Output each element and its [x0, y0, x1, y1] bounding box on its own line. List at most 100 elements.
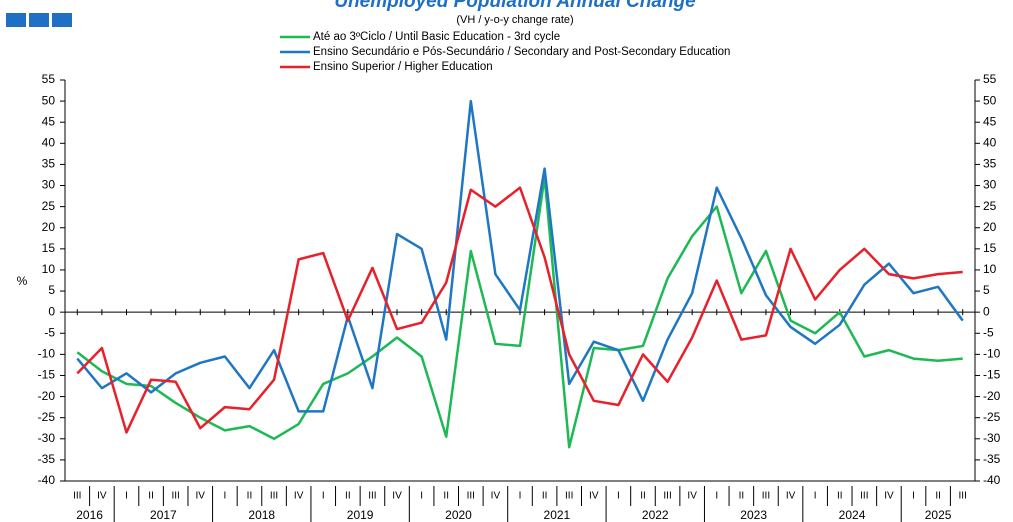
y-tick-label: 10: [42, 262, 56, 276]
x-tick-label: II: [443, 491, 449, 502]
x-group-label: 2016: [76, 508, 103, 522]
y2-tick-label: -40: [983, 473, 1001, 487]
y-tick-label: -35: [38, 452, 56, 466]
x-tick-label: I: [223, 491, 226, 502]
x-tick-label: IV: [687, 491, 697, 502]
x-tick-label: IV: [786, 491, 796, 502]
y-axis-label: %: [17, 274, 28, 288]
y2-tick-label: 10: [983, 262, 997, 276]
x-tick-label: III: [73, 491, 81, 502]
y-tick-label: -15: [38, 368, 56, 382]
x-tick-label: II: [739, 491, 745, 502]
y-tick-label: 45: [42, 114, 56, 128]
x-group-label: 2024: [839, 508, 866, 522]
series-line: [76, 175, 963, 449]
x-group-label: 2022: [642, 508, 669, 522]
y2-tick-label: 25: [983, 199, 997, 213]
y2-tick-label: 20: [983, 220, 997, 234]
y2-tick-label: 0: [983, 304, 990, 318]
x-tick-label: III: [172, 491, 180, 502]
y2-tick-label: -15: [983, 368, 1001, 382]
x-group-label: 2025: [925, 508, 952, 522]
legend-label: Ensino Superior / Higher Education: [313, 61, 493, 73]
logo-block: [6, 13, 26, 27]
x-tick-label: I: [715, 491, 718, 502]
y-tick-label: -10: [38, 347, 56, 361]
y2-tick-label: -25: [983, 410, 1001, 424]
x-tick-label: IV: [589, 491, 599, 502]
y2-tick-label: -20: [983, 389, 1001, 403]
x-tick-label: II: [837, 491, 843, 502]
x-tick-label: III: [565, 491, 573, 502]
y-tick-label: 25: [42, 199, 56, 213]
x-tick-label: I: [519, 491, 522, 502]
y-tick-label: 50: [42, 93, 56, 107]
series-line: [76, 99, 964, 413]
logo-block: [29, 13, 49, 27]
x-tick-label: III: [270, 491, 278, 502]
x-tick-label: II: [640, 491, 646, 502]
x-tick-label: III: [368, 491, 376, 502]
y2-tick-label: 40: [983, 135, 997, 149]
x-tick-label: IV: [884, 491, 894, 502]
x-group-label: 2019: [347, 508, 374, 522]
x-group-label: 2017: [150, 508, 177, 522]
y2-tick-label: 5: [983, 283, 990, 297]
logo-block: [52, 13, 72, 27]
y2-tick-label: 45: [983, 114, 997, 128]
y-tick-label: -25: [38, 410, 56, 424]
x-tick-label: III: [762, 491, 770, 502]
y2-tick-label: -35: [983, 452, 1001, 466]
x-tick-label: II: [542, 491, 548, 502]
x-tick-label: III: [959, 491, 967, 502]
y-tick-label: -40: [38, 473, 56, 487]
y-tick-label: -20: [38, 389, 56, 403]
x-tick-label: I: [420, 491, 423, 502]
x-tick-label: I: [125, 491, 128, 502]
y2-tick-label: 50: [983, 93, 997, 107]
y2-tick-label: -10: [983, 347, 1001, 361]
y2-tick-label: -5: [983, 325, 994, 339]
series-line: [76, 186, 963, 434]
x-tick-label: I: [814, 491, 817, 502]
y2-tick-label: 55: [983, 72, 997, 86]
x-tick-label: III: [860, 491, 868, 502]
y-tick-label: 0: [48, 304, 55, 318]
x-tick-label: IV: [294, 491, 304, 502]
x-tick-label: I: [322, 491, 325, 502]
y-tick-label: 5: [48, 283, 55, 297]
x-group-label: 2020: [445, 508, 472, 522]
chart-title: Unemployed Population Annual Change: [334, 0, 696, 12]
y2-tick-label: 35: [983, 157, 997, 171]
x-tick-label: I: [617, 491, 620, 502]
y-tick-label: 35: [42, 157, 56, 171]
x-tick-label: II: [935, 491, 941, 502]
x-tick-label: IV: [196, 491, 206, 502]
y2-tick-label: 30: [983, 178, 997, 192]
y2-tick-label: 15: [983, 241, 997, 255]
x-tick-label: III: [467, 491, 475, 502]
legend-label: Ensino Secundário e Pós-Secundário / Sec…: [313, 46, 730, 58]
x-tick-label: III: [663, 491, 671, 502]
x-tick-label: II: [345, 491, 351, 502]
x-tick-label: II: [148, 491, 154, 502]
x-tick-label: II: [247, 491, 253, 502]
x-tick-label: IV: [97, 491, 107, 502]
x-tick-label: IV: [392, 491, 402, 502]
x-tick-label: IV: [491, 491, 501, 502]
y-tick-label: 15: [42, 241, 56, 255]
y-tick-label: -30: [38, 431, 56, 445]
legend-label: Até ao 3ºCiclo / Until Basic Education -…: [313, 31, 560, 43]
x-group-label: 2018: [248, 508, 275, 522]
x-group-label: 2021: [544, 508, 571, 522]
x-group-label: 2023: [740, 508, 767, 522]
x-tick-label: I: [912, 491, 915, 502]
y-tick-label: 55: [42, 72, 56, 86]
chart-subtitle: (VH / y-o-y change rate): [456, 14, 573, 26]
y-tick-label: 40: [42, 135, 56, 149]
y-tick-label: 30: [42, 178, 56, 192]
y2-tick-label: -30: [983, 431, 1001, 445]
y-tick-label: 20: [42, 220, 56, 234]
y-tick-label: -5: [44, 325, 55, 339]
